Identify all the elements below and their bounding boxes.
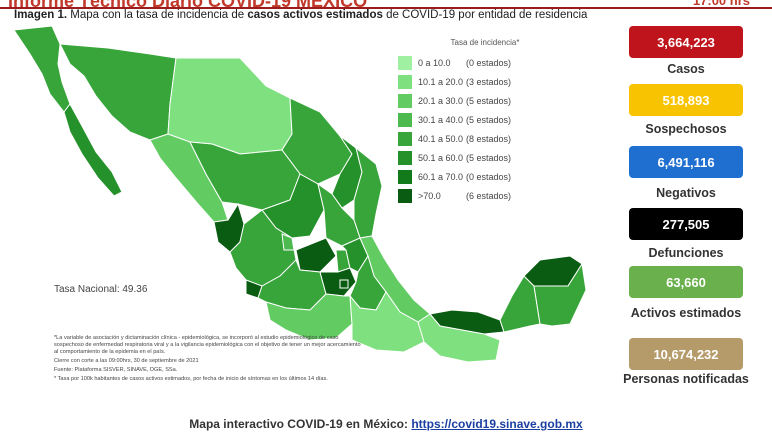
legend-range: 10.1 a 20.0 — [418, 76, 464, 87]
stat-value: 10,674,232 — [629, 338, 743, 370]
state-ciudad-de-mexico[interactable] — [339, 279, 349, 289]
stat-label: Casos — [667, 62, 705, 76]
legend-item: 30.1 a 40.0 (5 estados) — [398, 110, 548, 129]
legend-count: (5 estados) — [466, 95, 512, 106]
legend-swatch — [398, 150, 412, 165]
legend-count: (5 estados) — [466, 152, 512, 163]
legend-range: 50.1 a 60.0 — [418, 152, 464, 163]
stat-value: 277,505 — [629, 208, 743, 240]
footer-link[interactable]: https://covid19.sinave.gob.mx — [411, 417, 583, 431]
legend-range: 60.1 a 70.0 — [418, 171, 464, 182]
stat-label: Defunciones — [648, 246, 724, 260]
stat-value: 3,664,223 — [629, 26, 743, 58]
legend-count: (5 estados) — [466, 114, 512, 125]
footer: Mapa interactivo COVID-19 en México: htt… — [0, 417, 772, 431]
report-time: 17:00 hrs — [692, 0, 750, 8]
legend-item: 10.1 a 20.0 (3 estados) — [398, 72, 548, 91]
report-title: Informe Técnico Diario COVID-19 MÉXICO — [8, 0, 368, 11]
state-oaxaca[interactable] — [349, 291, 425, 353]
footnotes: *La variable de asociación y dictaminaci… — [54, 335, 364, 385]
legend-count: (6 estados) — [466, 190, 512, 201]
legend-swatch — [398, 169, 412, 184]
legend-swatch — [398, 112, 412, 127]
legend-count: (0 estados) — [466, 57, 512, 68]
footnote-2: Cierre con corte a las 09:00hrs, 30 de s… — [54, 358, 199, 364]
state-baja-california-sur[interactable] — [63, 103, 123, 197]
legend-count: (3 estados) — [466, 76, 512, 87]
state-coahuila[interactable] — [281, 97, 353, 185]
caption-bold: casos activos estimados — [247, 9, 383, 21]
legend-swatch — [398, 74, 412, 89]
state-guanajuato[interactable] — [295, 237, 337, 273]
legend-count: (0 estados) — [466, 171, 512, 182]
map-legend: Tasa de incidencia* 0 a 10.0 (0 estados) 1… — [398, 38, 548, 205]
legend-range: 20.1 a 30.0 — [418, 95, 464, 106]
legend-swatch — [398, 188, 412, 203]
legend-range: >70.0 — [418, 190, 441, 201]
legend-swatch — [398, 131, 412, 146]
mexico-incidence-map — [13, 25, 587, 363]
legend-item: >70.0 (6 estados) — [398, 186, 548, 205]
stat-label: Personas notificadas — [623, 372, 749, 386]
state-aguascalientes[interactable] — [281, 233, 295, 251]
legend-item: 40.1 a 50.0 (8 estados) — [398, 129, 548, 148]
caption-text-1: Mapa con la tasa de incidencia de — [67, 9, 248, 21]
state-chihuahua[interactable] — [167, 57, 293, 155]
legend-range: 0 a 10.0 — [418, 57, 451, 68]
legend-count: (8 estados) — [466, 133, 512, 144]
caption-prefix: Imagen 1. — [14, 9, 68, 21]
stat-value: 6,491,116 — [629, 146, 743, 178]
stat-label: Negativos — [656, 186, 716, 200]
state-quintana-roo[interactable] — [533, 262, 587, 327]
legend-range: 30.1 a 40.0 — [418, 114, 464, 125]
caption-text-2: de COVID-19 por entidad de residencia — [382, 9, 588, 21]
stat-value: 518,893 — [629, 84, 743, 116]
footnote-4: * Tasa por 100k habitantes de casos acti… — [54, 376, 328, 382]
legend-swatch — [398, 55, 412, 70]
legend-item: 50.1 a 60.0 (5 estados) — [398, 148, 548, 167]
national-rate: Tasa Nacional: 49.36 — [54, 284, 148, 295]
footnote-3: Fuente: Plataforma SISVER, SINAVE, DGE, … — [54, 367, 178, 373]
legend-item: 60.1 a 70.0 (0 estados) — [398, 167, 548, 186]
state-baja-california[interactable] — [13, 25, 71, 113]
header-divider — [0, 7, 772, 9]
footnote-1: *La variable de asociación y dictaminaci… — [54, 335, 361, 355]
footer-text: Mapa interactivo COVID-19 en México: — [189, 417, 412, 431]
legend-item: 20.1 a 30.0 (5 estados) — [398, 91, 548, 110]
legend-range: 40.1 a 50.0 — [418, 133, 464, 144]
legend-item: 0 a 10.0 (0 estados) — [398, 53, 548, 72]
stat-label: Activos estimados — [630, 306, 742, 320]
state-estado-de-mexico[interactable] — [319, 267, 357, 297]
stat-value: 63,660 — [629, 266, 743, 298]
legend-title: Tasa de incidencia* — [450, 38, 520, 47]
state-chiapas[interactable] — [417, 313, 501, 363]
map-caption: Imagen 1. Mapa con la tasa de incidencia… — [14, 9, 587, 21]
legend-swatch — [398, 93, 412, 108]
stat-label: Sospechosos — [645, 122, 727, 136]
